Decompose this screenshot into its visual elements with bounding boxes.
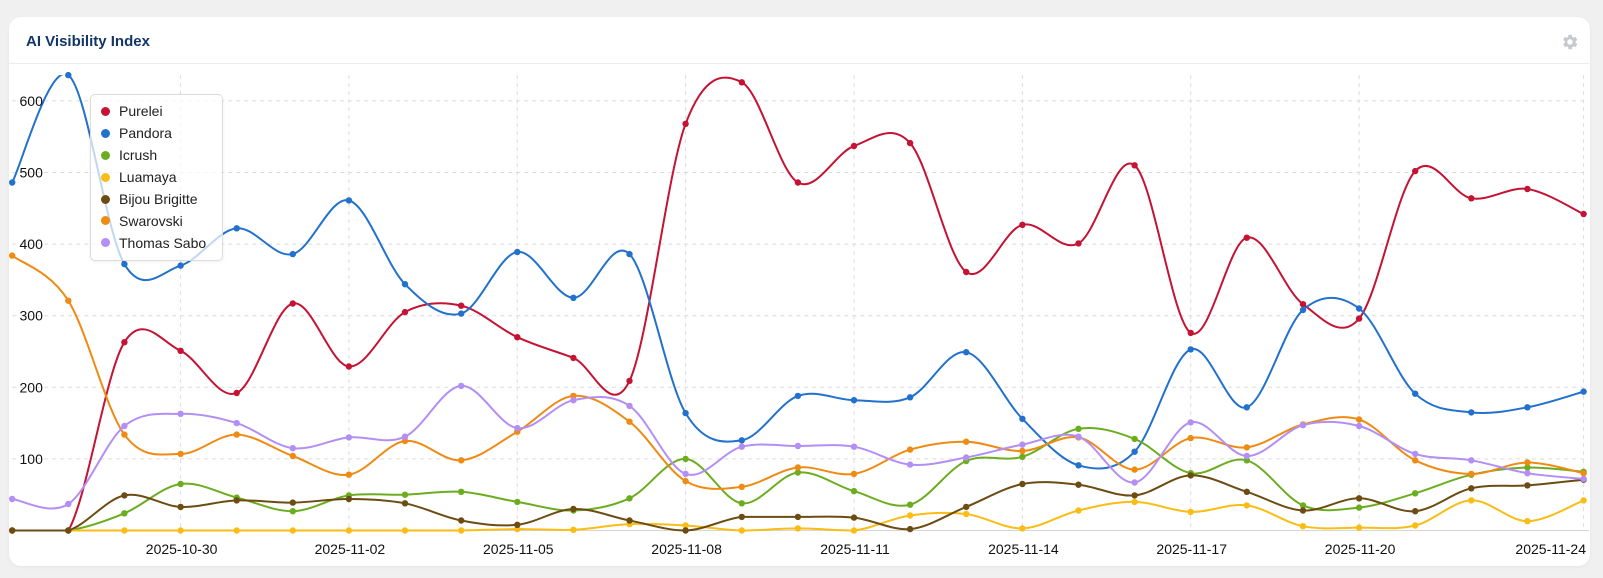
svg-text:2025-11-17: 2025-11-17	[1156, 541, 1227, 557]
svg-text:200: 200	[20, 379, 44, 395]
svg-text:300: 300	[20, 308, 44, 324]
svg-text:2025-11-14: 2025-11-14	[988, 541, 1059, 557]
svg-text:2025-11-20: 2025-11-20	[1325, 541, 1396, 557]
svg-text:2025-11-11: 2025-11-11	[820, 541, 890, 557]
svg-text:2025-10-30: 2025-10-30	[146, 541, 218, 557]
svg-text:2025-11-08: 2025-11-08	[651, 541, 722, 557]
svg-text:500: 500	[20, 165, 44, 181]
svg-text:2025-11-02: 2025-11-02	[315, 541, 386, 557]
svg-text:2025-11-05: 2025-11-05	[483, 541, 554, 557]
svg-text:600: 600	[20, 93, 44, 109]
svg-text:100: 100	[20, 451, 44, 467]
svg-text:400: 400	[20, 236, 44, 252]
svg-text:2025-11-24: 2025-11-24	[1515, 541, 1586, 557]
